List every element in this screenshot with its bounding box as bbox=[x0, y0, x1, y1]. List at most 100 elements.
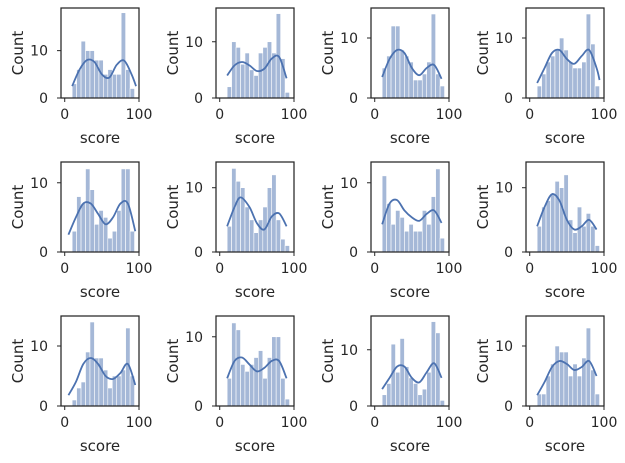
y-axis-label: Count bbox=[474, 339, 492, 384]
histogram-bar bbox=[244, 371, 250, 407]
histogram-bar bbox=[439, 237, 445, 253]
histogram-bar bbox=[284, 245, 290, 253]
histogram-bar bbox=[421, 388, 428, 407]
y-tick-label: 0 bbox=[194, 399, 203, 415]
histogram-bar bbox=[76, 387, 82, 407]
histogram-bar bbox=[594, 85, 600, 99]
kde-curve bbox=[381, 362, 443, 390]
histogram-bar bbox=[568, 61, 574, 99]
y-tick-label: 10 bbox=[495, 339, 513, 355]
histogram-bar bbox=[107, 387, 113, 407]
x-tick-label: 100 bbox=[281, 107, 308, 123]
histogram-bar bbox=[563, 351, 569, 407]
subplot-7: 0 100 0 10 score Count bbox=[319, 161, 463, 301]
y-axis-label: Count bbox=[164, 185, 182, 230]
x-tick-label: 0 bbox=[525, 415, 534, 431]
y-axis-label: Count bbox=[9, 185, 27, 230]
x-tick-label: 0 bbox=[525, 261, 534, 277]
histogram-bar bbox=[235, 47, 241, 99]
histogram-bar bbox=[554, 49, 560, 99]
histogram-bar bbox=[550, 55, 556, 99]
x-axis-label: score bbox=[390, 283, 430, 301]
kde-curve bbox=[536, 359, 598, 396]
histogram-bar bbox=[421, 73, 428, 99]
histogram-bar bbox=[240, 63, 246, 99]
y-tick-label: 0 bbox=[504, 91, 513, 107]
histogram-bar bbox=[253, 232, 259, 253]
histogram-bar bbox=[244, 52, 250, 99]
histogram-bar bbox=[249, 364, 255, 407]
x-axis-label: score bbox=[390, 129, 430, 147]
kde-curve bbox=[381, 48, 443, 80]
y-tick-label: 10 bbox=[185, 181, 203, 197]
subplot-1: 0 100 0 10 score Count bbox=[9, 7, 153, 147]
histogram-bar bbox=[572, 232, 578, 253]
kde-curve bbox=[67, 200, 137, 236]
x-tick-label: 100 bbox=[591, 107, 618, 123]
histogram-bar bbox=[545, 375, 551, 407]
y-tick-label: 0 bbox=[39, 91, 48, 107]
histogram-bar bbox=[266, 41, 273, 99]
y-tick-label: 0 bbox=[194, 245, 203, 261]
subplot-5: 0 100 0 10 score Count bbox=[9, 161, 152, 301]
histogram-bar bbox=[284, 398, 290, 407]
x-tick-label: 100 bbox=[591, 415, 618, 431]
x-axis-label: score bbox=[390, 437, 430, 455]
x-axis-label: score bbox=[545, 437, 585, 455]
y-tick-label: 10 bbox=[30, 176, 48, 192]
axes-frame bbox=[525, 7, 605, 99]
histogram-bar bbox=[89, 189, 95, 253]
y-axis-label: Count bbox=[9, 31, 27, 76]
histogram-bar bbox=[80, 40, 86, 99]
histogram-bar bbox=[111, 375, 118, 407]
histogram-bar bbox=[408, 224, 414, 253]
x-tick-label: 0 bbox=[370, 261, 379, 277]
x-tick-label: 0 bbox=[60, 261, 69, 277]
histogram-bar bbox=[85, 168, 91, 253]
histogram-bar bbox=[590, 369, 596, 407]
histogram-bar bbox=[399, 49, 405, 99]
histogram-bar bbox=[554, 180, 560, 253]
histogram-bar bbox=[545, 61, 551, 99]
histogram-bar bbox=[71, 399, 77, 407]
histogram-bar bbox=[413, 383, 419, 407]
histogram-bar bbox=[386, 383, 392, 407]
histogram-bar bbox=[554, 345, 560, 407]
histogram-bar bbox=[550, 363, 556, 407]
kde-curve bbox=[536, 48, 601, 84]
kde-curve bbox=[71, 58, 137, 87]
histogram-bar bbox=[417, 230, 423, 253]
axes-frame bbox=[525, 161, 605, 253]
y-tick-label: 10 bbox=[185, 330, 203, 346]
histogram-bar bbox=[125, 69, 131, 99]
x-axis-label: score bbox=[80, 437, 120, 455]
histogram-bar bbox=[111, 74, 118, 99]
histogram-bar bbox=[107, 237, 113, 253]
histogram-bar bbox=[271, 336, 277, 407]
kde-curve bbox=[226, 196, 288, 231]
histogram-bar bbox=[80, 381, 86, 407]
histogram-bar bbox=[413, 79, 419, 99]
histogram-bar bbox=[226, 378, 232, 407]
histogram-bar bbox=[253, 357, 259, 407]
histogram-bar bbox=[235, 329, 241, 407]
histogram-bar bbox=[231, 41, 237, 99]
histogram-bar bbox=[249, 69, 255, 99]
histogram-bar bbox=[395, 210, 401, 253]
histogram-bar bbox=[129, 230, 135, 253]
subplot-10: 0 100 0 10 score Count bbox=[164, 315, 307, 455]
x-axis-label: score bbox=[235, 129, 275, 147]
histogram-bar bbox=[545, 200, 551, 253]
kde-curve bbox=[67, 357, 137, 396]
histogram-bar bbox=[417, 394, 423, 407]
x-tick-label: 100 bbox=[126, 107, 153, 123]
x-tick-label: 100 bbox=[436, 261, 463, 277]
histogram-bar bbox=[559, 187, 565, 253]
histogram-bar bbox=[111, 230, 118, 253]
x-axis-label: score bbox=[545, 129, 585, 147]
axes-frame bbox=[60, 161, 140, 253]
histogram-bar bbox=[439, 400, 445, 407]
histogram-bar bbox=[262, 378, 268, 407]
histogram-bar bbox=[275, 336, 281, 407]
subplot-4: 0 100 0 10 score Count bbox=[474, 7, 618, 147]
